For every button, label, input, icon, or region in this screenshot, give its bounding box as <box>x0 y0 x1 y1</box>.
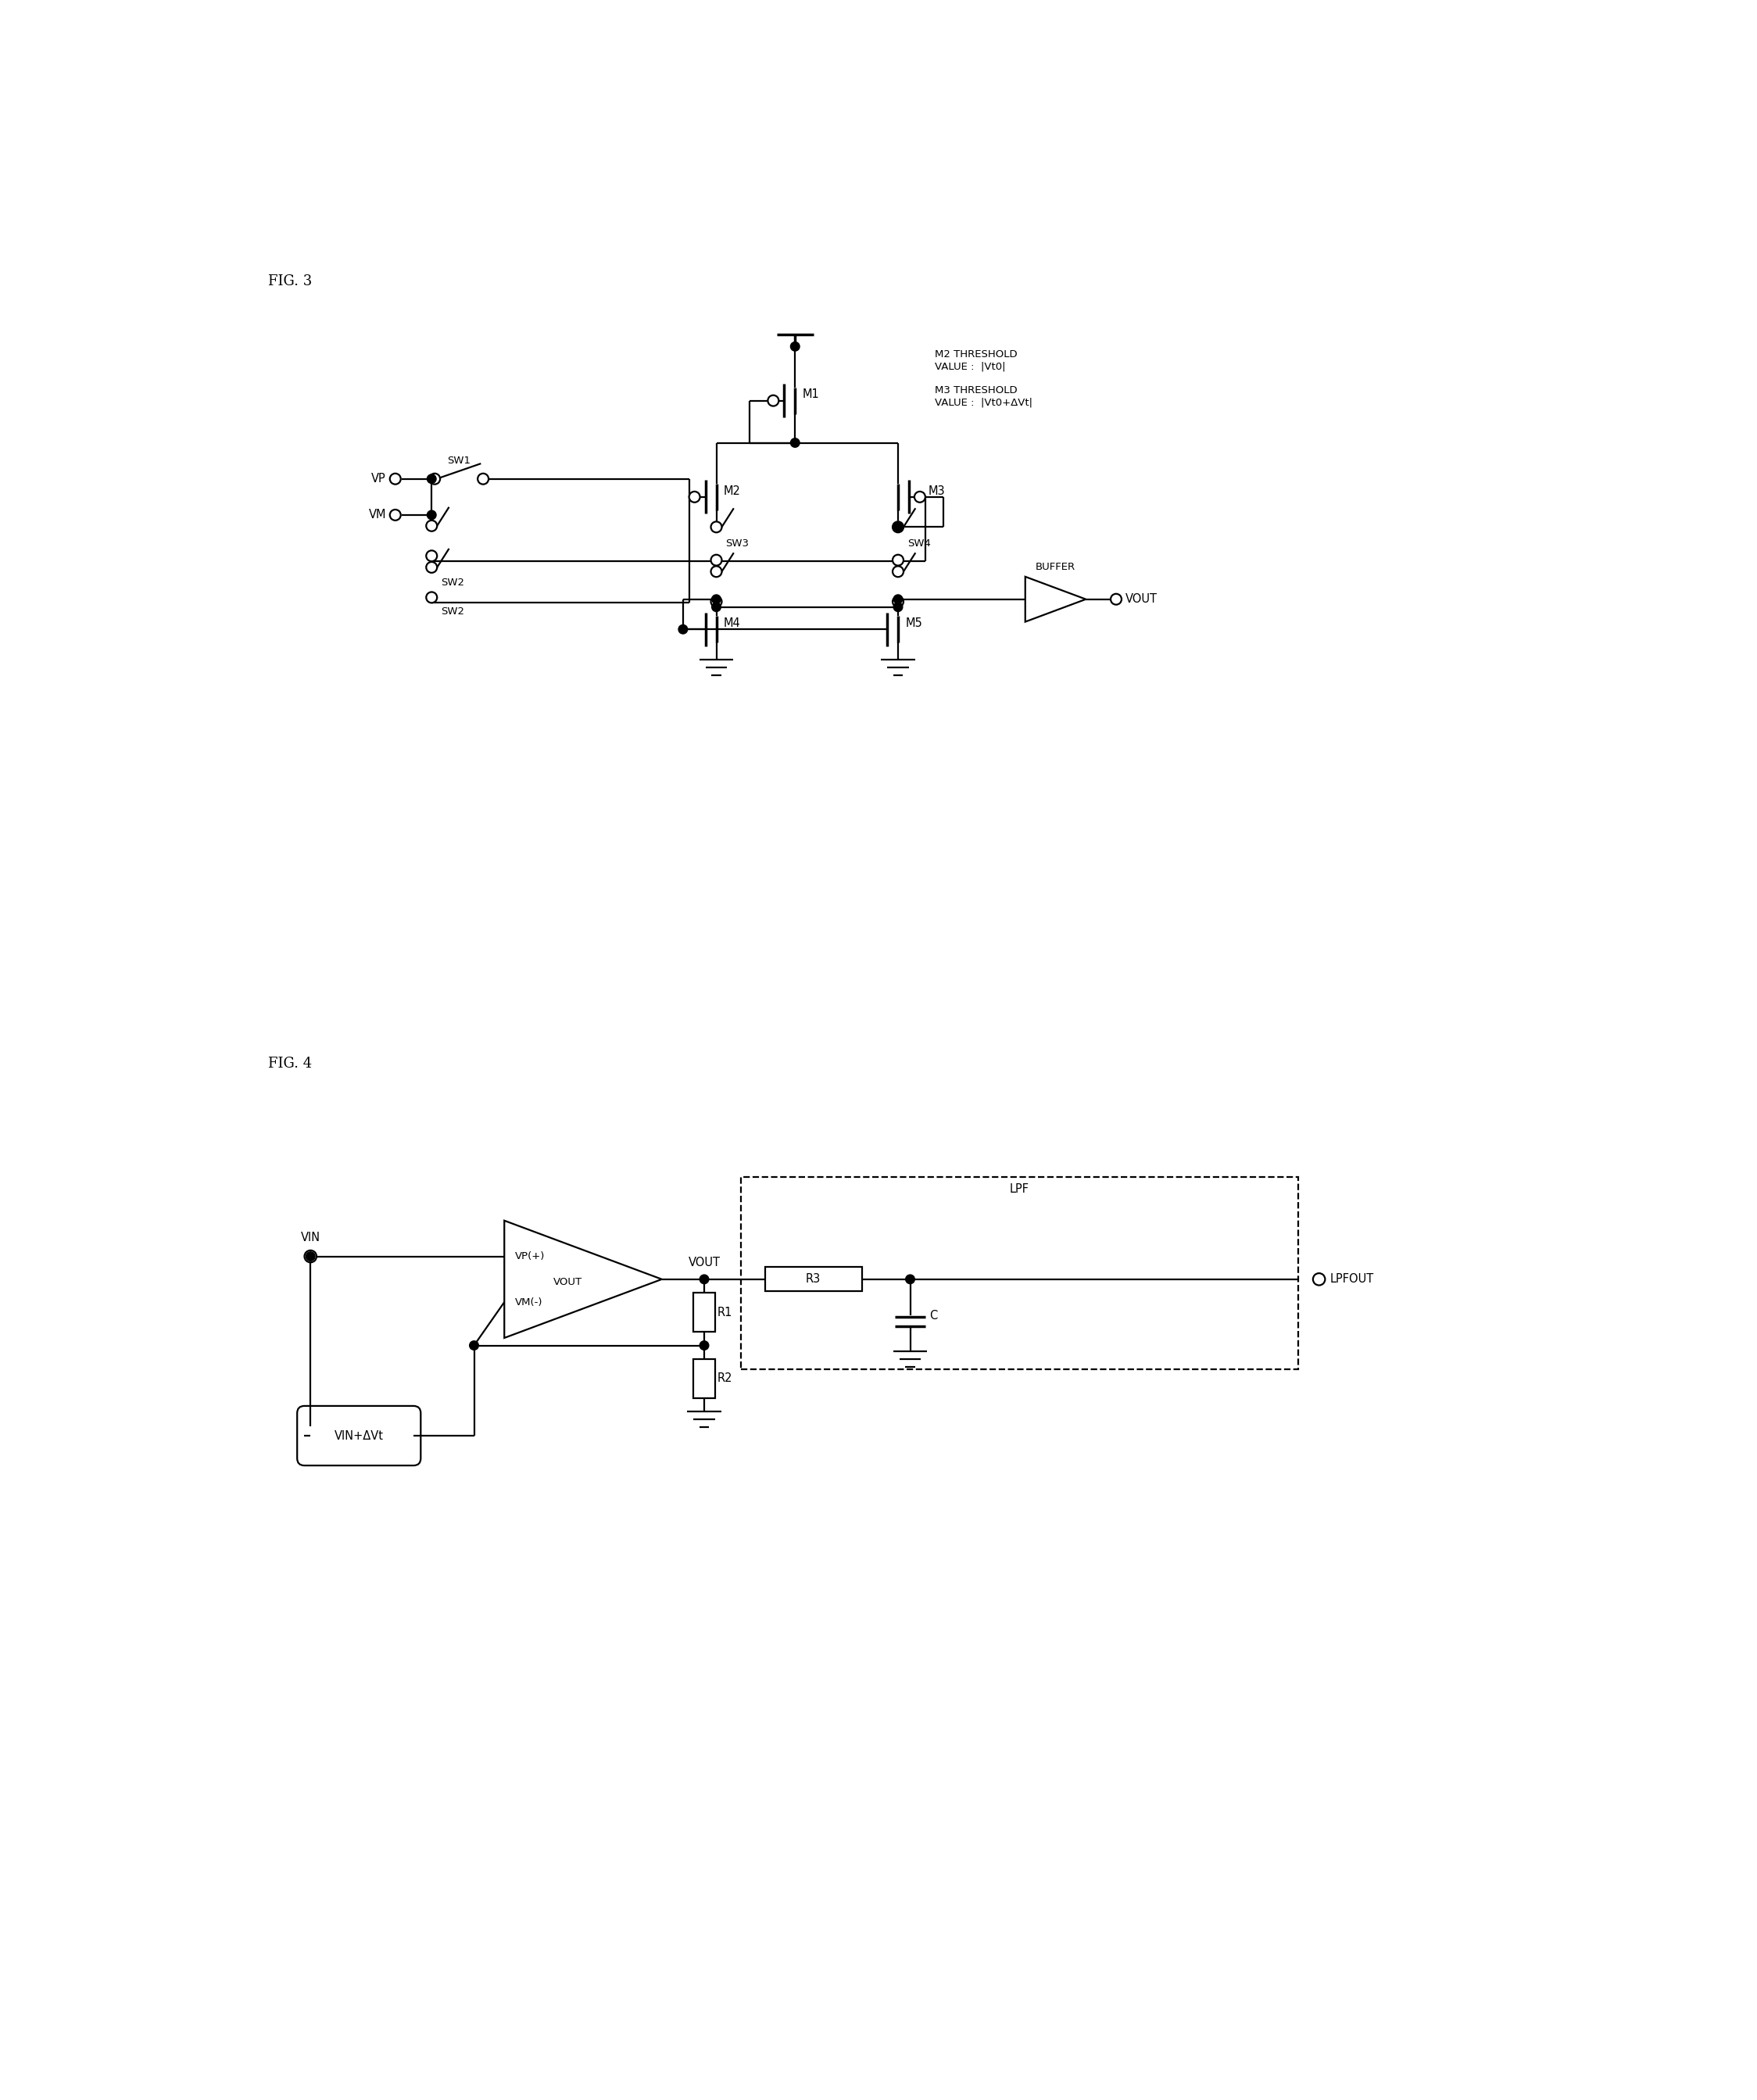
Circle shape <box>905 1275 915 1283</box>
Text: VOUT: VOUT <box>1124 594 1158 605</box>
Circle shape <box>1312 1273 1325 1285</box>
Circle shape <box>427 475 436 483</box>
Circle shape <box>678 626 687 634</box>
Text: FIG. 3: FIG. 3 <box>269 275 313 288</box>
Circle shape <box>894 594 903 603</box>
Text: FIG. 4: FIG. 4 <box>269 1056 313 1071</box>
Circle shape <box>427 510 436 519</box>
Text: SW2: SW2 <box>441 578 464 588</box>
Circle shape <box>914 491 926 502</box>
Circle shape <box>712 567 722 578</box>
Circle shape <box>712 596 722 607</box>
Text: VIN+ΔVt: VIN+ΔVt <box>334 1430 383 1441</box>
Text: M1: M1 <box>803 388 819 401</box>
Circle shape <box>893 567 903 578</box>
Circle shape <box>894 523 903 531</box>
Circle shape <box>478 472 488 485</box>
Text: R1: R1 <box>717 1306 733 1319</box>
Circle shape <box>791 439 799 447</box>
Circle shape <box>712 554 722 565</box>
Circle shape <box>768 395 778 405</box>
Circle shape <box>699 1342 708 1350</box>
Text: SW2: SW2 <box>441 607 464 617</box>
Text: M2 THRESHOLD
VALUE :  |Vt0|: M2 THRESHOLD VALUE : |Vt0| <box>935 349 1017 372</box>
Text: VP: VP <box>371 472 387 485</box>
Bar <box>740 1176 1298 1369</box>
Text: M5: M5 <box>905 617 922 630</box>
Circle shape <box>712 594 720 603</box>
Text: VP(+): VP(+) <box>515 1252 545 1262</box>
Circle shape <box>390 472 401 485</box>
Text: BUFFER: BUFFER <box>1035 561 1075 571</box>
Text: VM(-): VM(-) <box>515 1298 543 1306</box>
Circle shape <box>893 596 903 607</box>
Circle shape <box>427 550 437 561</box>
Text: C: C <box>929 1310 938 1321</box>
Text: M2: M2 <box>724 485 741 498</box>
Bar <box>694 1294 715 1331</box>
Circle shape <box>893 521 903 533</box>
Text: LPF: LPF <box>1010 1182 1030 1195</box>
Circle shape <box>427 563 437 573</box>
Text: VIN: VIN <box>300 1231 320 1243</box>
Circle shape <box>427 521 437 531</box>
Circle shape <box>791 342 799 351</box>
Text: LPFOUT: LPFOUT <box>1330 1273 1374 1285</box>
Circle shape <box>306 1252 315 1260</box>
Text: SW4: SW4 <box>907 538 931 548</box>
Bar <box>694 1359 715 1399</box>
Circle shape <box>390 510 401 521</box>
Circle shape <box>304 1249 316 1262</box>
Circle shape <box>1110 594 1121 605</box>
Text: SW3: SW3 <box>726 538 748 548</box>
Circle shape <box>712 521 722 533</box>
Text: R2: R2 <box>717 1373 733 1384</box>
Circle shape <box>429 472 439 485</box>
Text: SW1: SW1 <box>448 456 471 466</box>
Text: VOUT: VOUT <box>689 1256 720 1268</box>
Circle shape <box>689 491 699 502</box>
Circle shape <box>712 603 720 611</box>
Text: M3 THRESHOLD
VALUE :  |Vt0+ΔVt|: M3 THRESHOLD VALUE : |Vt0+ΔVt| <box>935 386 1031 407</box>
Text: M4: M4 <box>724 617 741 630</box>
Circle shape <box>427 592 437 603</box>
Text: M3: M3 <box>928 485 945 498</box>
Text: VOUT: VOUT <box>553 1277 582 1287</box>
Circle shape <box>894 603 903 611</box>
Text: R3: R3 <box>806 1273 821 1285</box>
Bar <box>764 1266 861 1292</box>
Circle shape <box>699 1275 708 1283</box>
Circle shape <box>893 554 903 565</box>
Text: VM: VM <box>369 508 387 521</box>
Circle shape <box>469 1342 478 1350</box>
